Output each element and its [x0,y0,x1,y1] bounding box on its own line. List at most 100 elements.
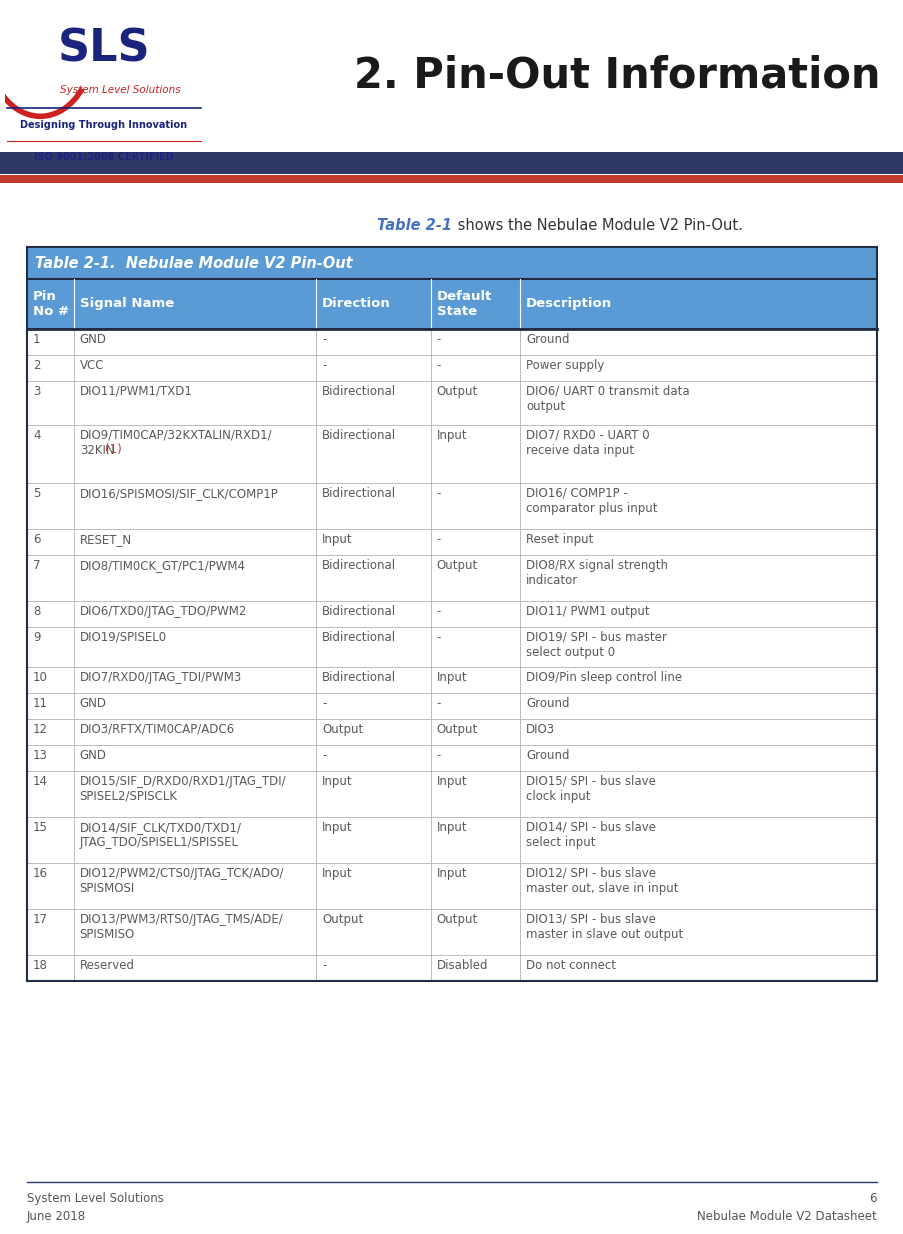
Text: Disabled: Disabled [436,959,488,972]
Text: DIO8/RX signal strength
indicator: DIO8/RX signal strength indicator [526,559,667,587]
Text: Bidirectional: Bidirectional [321,429,396,442]
Text: DIO19/ SPI - bus master
select output 0: DIO19/ SPI - bus master select output 0 [526,631,666,659]
Text: 13: 13 [33,749,48,763]
Text: DIO6/ UART 0 transmit data
output: DIO6/ UART 0 transmit data output [526,385,689,413]
Text: Input: Input [436,429,467,442]
Text: Bidirectional: Bidirectional [321,487,396,500]
Text: DIO15/SIF_D/RXD0/RXD1/JTAG_TDI/
SPISEL2/SPISCLK: DIO15/SIF_D/RXD0/RXD1/JTAG_TDI/ SPISEL2/… [79,775,286,803]
Text: Bidirectional: Bidirectional [321,385,396,399]
Text: Bidirectional: Bidirectional [321,671,396,684]
Text: DIO8/TIM0CK_GT/PC1/PWM4: DIO8/TIM0CK_GT/PC1/PWM4 [79,559,246,573]
Text: Default
State: Default State [436,290,491,318]
Text: DIO11/PWM1/TXD1: DIO11/PWM1/TXD1 [79,385,192,399]
Text: (1): (1) [105,443,122,457]
Text: -: - [436,487,441,500]
Text: GND: GND [79,333,107,346]
Text: 15: 15 [33,821,48,834]
Text: VCC: VCC [79,359,104,371]
Text: Input: Input [436,671,467,684]
Text: DIO14/SIF_CLK/TXD0/TXD1/
JTAG_TDO/SPISEL1/SPISSEL: DIO14/SIF_CLK/TXD0/TXD1/ JTAG_TDO/SPISEL… [79,821,241,849]
Text: SLS: SLS [58,27,150,70]
Text: Ground: Ground [526,333,569,346]
Text: Reset input: Reset input [526,533,592,545]
Text: Output: Output [436,723,478,735]
Text: DIO9/Pin sleep control line: DIO9/Pin sleep control line [526,671,682,684]
Bar [0,152,903,174]
Text: Table 2-1: Table 2-1 [377,218,452,233]
Text: 2: 2 [33,359,41,371]
Text: -: - [436,333,441,346]
Text: 2. Pin-Out Information: 2. Pin-Out Information [353,56,879,97]
Text: DIO7/ RXD0 - UART 0
receive data input: DIO7/ RXD0 - UART 0 receive data input [526,429,649,457]
Text: System Level Solutions: System Level Solutions [60,85,180,95]
Bar [27,482,876,529]
Bar [27,668,876,694]
Text: 10: 10 [33,671,48,684]
Bar [27,719,876,745]
Text: DIO9/TIM0CAP/32KXTALIN/RXD1/
32KIN: DIO9/TIM0CAP/32KXTALIN/RXD1/ 32KIN [79,429,272,457]
Text: DIO15/ SPI - bus slave
clock input: DIO15/ SPI - bus slave clock input [526,775,656,803]
Text: Output: Output [436,913,478,926]
Bar [27,694,876,719]
Text: 1: 1 [33,333,41,346]
Text: Input: Input [321,821,352,834]
Text: shows the Nebulae Module V2 Pin-Out.: shows the Nebulae Module V2 Pin-Out. [452,218,742,233]
Bar [27,955,876,981]
Text: DIO16/SPISMOSI/SIF_CLK/COMP1P: DIO16/SPISMOSI/SIF_CLK/COMP1P [79,487,278,500]
Bar [27,247,876,279]
Text: GND: GND [79,697,107,710]
Text: Nebulae Module V2 Datasheet: Nebulae Module V2 Datasheet [696,1211,876,1223]
Text: 6: 6 [33,533,41,545]
Bar [27,771,876,817]
Text: -: - [321,333,326,346]
Text: Direction: Direction [321,297,390,311]
Bar [27,424,876,482]
Text: Output: Output [436,385,478,399]
Text: Ground: Ground [526,749,569,763]
Text: 4: 4 [33,429,41,442]
Bar [27,355,876,381]
Text: Reserved: Reserved [79,959,135,972]
Bar [27,601,876,627]
Text: DIO11/ PWM1 output: DIO11/ PWM1 output [526,605,649,618]
Text: 16: 16 [33,868,48,880]
Text: Output: Output [436,559,478,573]
Text: 3: 3 [33,385,41,399]
Text: DIO16/ COMP1P -
comparator plus input: DIO16/ COMP1P - comparator plus input [526,487,656,515]
Text: Input: Input [436,775,467,789]
Text: -: - [321,749,326,763]
Text: DIO19/SPISEL0: DIO19/SPISEL0 [79,631,167,644]
Text: 5: 5 [33,487,41,500]
Text: DIO12/ SPI - bus slave
master out, slave in input: DIO12/ SPI - bus slave master out, slave… [526,868,678,895]
Text: ISO 9001:2008 CERTIFIED: ISO 9001:2008 CERTIFIED [34,152,173,162]
Text: DIO14/ SPI - bus slave
select input: DIO14/ SPI - bus slave select input [526,821,656,849]
Text: Output: Output [321,913,363,926]
Bar [27,863,876,909]
Bar [27,909,876,955]
Text: 17: 17 [33,913,48,926]
Text: -: - [436,631,441,644]
Text: 14: 14 [33,775,48,789]
Text: DIO6/TXD0/JTAG_TDO/PWM2: DIO6/TXD0/JTAG_TDO/PWM2 [79,605,247,618]
Text: -: - [321,359,326,371]
Bar [27,745,876,771]
Text: Power supply: Power supply [526,359,604,371]
Text: 9: 9 [33,631,41,644]
Text: Pin
No #: Pin No # [33,290,69,318]
Bar [27,329,876,355]
Text: DIO3/RFTX/TIM0CAP/ADC6: DIO3/RFTX/TIM0CAP/ADC6 [79,723,235,735]
Text: June 2018: June 2018 [27,1211,86,1223]
Text: Signal Name: Signal Name [79,297,173,311]
Text: Table 2-1.  Nebulae Module V2 Pin-Out: Table 2-1. Nebulae Module V2 Pin-Out [35,255,352,270]
Bar [27,529,876,555]
Text: 18: 18 [33,959,48,972]
Text: -: - [321,697,326,710]
Text: Description: Description [526,297,611,311]
Text: -: - [436,533,441,545]
Text: DIO13/PWM3/RTS0/JTAG_TMS/ADE/
SPISMISO: DIO13/PWM3/RTS0/JTAG_TMS/ADE/ SPISMISO [79,913,284,942]
Text: Input: Input [321,533,352,545]
Text: 11: 11 [33,697,48,710]
Text: -: - [321,959,326,972]
Text: Input: Input [436,821,467,834]
Text: Input: Input [436,868,467,880]
